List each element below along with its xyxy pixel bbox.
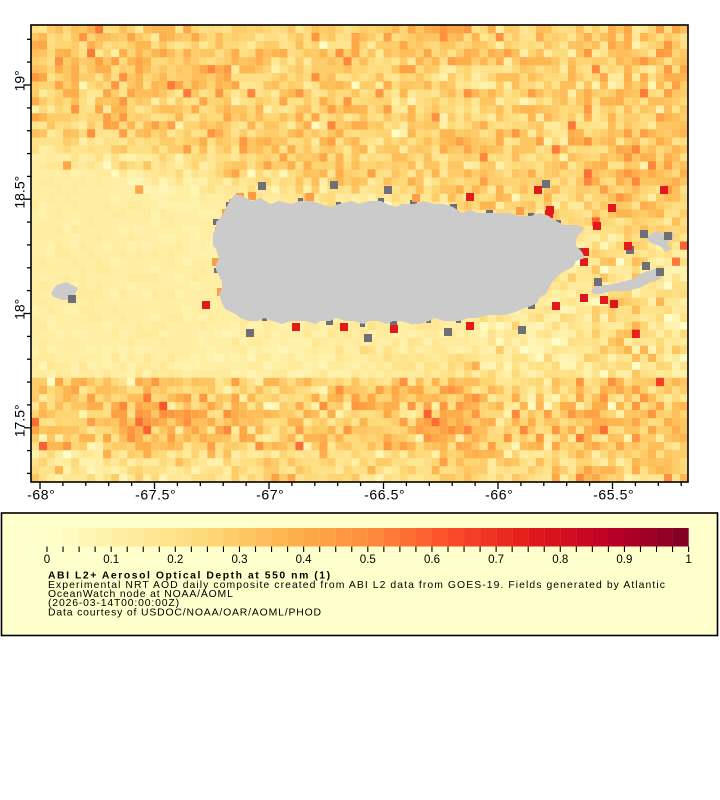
svg-text:0.4: 0.4 — [296, 554, 313, 566]
svg-text:0.7: 0.7 — [488, 554, 504, 566]
svg-text:0.6: 0.6 — [424, 554, 440, 566]
svg-text:Experimental NRT AOD daily com: Experimental NRT AOD daily composite cre… — [48, 580, 666, 591]
svg-text:Data courtesy of USDOC/NOAA/OA: Data courtesy of USDOC/NOAA/OAR/AOML/PHO… — [48, 608, 322, 619]
svg-text:17.5°: 17.5° — [12, 404, 28, 437]
svg-text:0.5: 0.5 — [360, 554, 376, 566]
svg-text:0.2: 0.2 — [167, 554, 183, 566]
svg-text:0.1: 0.1 — [103, 554, 119, 566]
svg-text:18°: 18° — [12, 299, 28, 320]
svg-text:-68°: -68° — [27, 487, 55, 503]
svg-text:18.5°: 18.5° — [12, 176, 28, 209]
svg-text:-66°: -66° — [485, 487, 513, 503]
svg-text:ABI L2+ Aerosol Optical Depth: ABI L2+ Aerosol Optical Depth at 550 nm … — [48, 571, 332, 582]
svg-text:(2026-03-14T00:00:00Z): (2026-03-14T00:00:00Z) — [48, 598, 180, 609]
svg-text:OceanWatch node at NOAA/AOML: OceanWatch node at NOAA/AOML — [48, 589, 234, 600]
svg-text:0: 0 — [44, 554, 50, 566]
svg-text:-67°: -67° — [256, 487, 284, 503]
svg-text:-65.5°: -65.5° — [593, 487, 634, 503]
svg-text:0.9: 0.9 — [616, 554, 632, 566]
svg-text:-67.5°: -67.5° — [135, 487, 176, 503]
svg-text:-66.5°: -66.5° — [364, 487, 405, 503]
svg-text:19°: 19° — [12, 70, 28, 91]
svg-text:0.8: 0.8 — [552, 554, 568, 566]
svg-text:0.3: 0.3 — [232, 554, 248, 566]
svg-text:1: 1 — [685, 554, 691, 566]
